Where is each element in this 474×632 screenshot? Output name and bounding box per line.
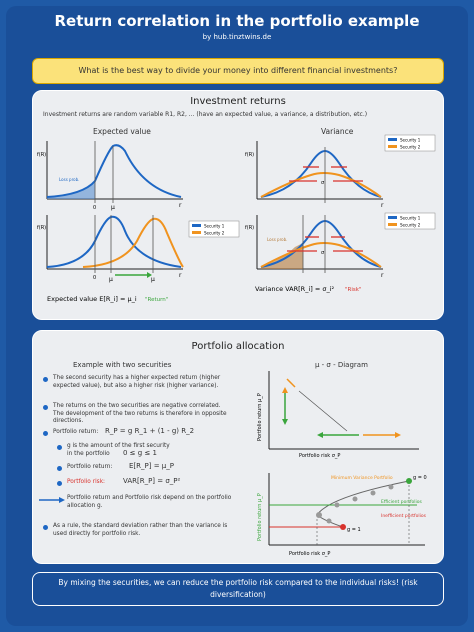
min-var-label: Minimum Variance Portfolio: [331, 475, 393, 481]
portfolio-return-formula: E[R_P] = μ_P: [129, 462, 174, 470]
legend-1: [188, 220, 240, 238]
arrow-note: Portfolio return and Portfolio risk depe…: [67, 495, 232, 509]
variance-formula: Variance VAR[R_i] = σ_i²: [255, 285, 335, 293]
bullet-2: The returns on the two securities are ne…: [53, 403, 227, 424]
loss-area: [47, 181, 95, 199]
expected-note: "Return": [145, 297, 168, 303]
mu-sigma-diagrams: Portfolio risk σ_P Portfolio return μ_P …: [257, 371, 427, 557]
x-label-r-2: r: [179, 272, 182, 279]
inefficient-label: Inefficient portfolios: [381, 513, 427, 519]
investment-returns-panel: Investment returns Investment returns ar…: [32, 90, 444, 320]
loss-prob-label-1: Loss prob.: [59, 177, 79, 182]
distribution-curve-1: [46, 144, 182, 198]
question-banner: What is the best way to divide your mone…: [32, 58, 444, 84]
variance-chart-2: [256, 215, 383, 273]
return-label: Portfolio return:: [53, 429, 99, 435]
x-label-r-4: r: [381, 272, 384, 279]
portfolio-risk-label: Portfolio risk:: [67, 479, 106, 485]
g-note-2: in the portfolio: [67, 451, 110, 457]
curve-security-1: [46, 215, 182, 268]
investment-intro: Investment returns are random variable R…: [43, 111, 368, 118]
loss-prob-label-2: Loss prob.: [267, 237, 287, 242]
bullet-dot-2: [43, 405, 48, 410]
sigma-label-1: σ: [321, 180, 325, 186]
example-title: Example with two securities: [73, 361, 172, 369]
return-formula: R_P = g R_1 + (1 - g) R_2: [105, 427, 195, 435]
bullet-dot-1: [43, 377, 48, 382]
legend-2-sec2: Security 2: [400, 145, 421, 150]
zero-label-2: 0: [93, 275, 96, 281]
x-label-r-1: r: [179, 202, 182, 209]
axis-x-lower: Portfolio risk σ_P: [289, 551, 330, 557]
variance-chart-1: [256, 141, 383, 203]
bullet-dot-3: [43, 431, 48, 436]
bullet-dot-7: [43, 525, 48, 530]
g0-label: g = 0: [413, 475, 427, 481]
investment-charts: f(R) r 0 μ Loss prob. f(R) r 0 μ μ Secur…: [37, 134, 436, 303]
legend-1-sec1: Security 1: [204, 224, 225, 229]
footer-note: By mixing the securities, we can reduce …: [32, 572, 444, 606]
portfolio-risk-formula: VAR[R_P] = σ_P²: [123, 477, 181, 485]
page-subtitle: by hub.tinztwins.de: [202, 33, 272, 41]
axis-y-lower: Portfolio return μ_P: [257, 493, 263, 541]
bullet-dot-6: [57, 481, 62, 486]
y-label-fr-1: f(R): [37, 152, 46, 158]
curve-security-2: [82, 217, 184, 268]
mu-label-1: μ: [111, 204, 115, 211]
legend-3-sec1: Security 1: [400, 216, 421, 221]
mu-label-3: μ: [151, 276, 155, 283]
diagram-title: μ - σ - Diagram: [315, 361, 368, 369]
g-range: 0 ≤ g ≤ 1: [123, 449, 157, 457]
expected-formula: Expected value E[R_i] = μ_i: [47, 295, 137, 303]
variance-note: "Risk": [345, 287, 361, 293]
bullet-dot-4: [57, 445, 62, 450]
portfolio-return-label: Portfolio return:: [67, 464, 113, 470]
std-note: As a rule, the standard deviation rather…: [53, 523, 228, 537]
g-note-1: g is the amount of the first security: [67, 443, 170, 449]
expected-value-title: Expected value: [93, 127, 151, 136]
sigma-label-2: σ: [321, 250, 325, 256]
bullet-dot-5: [57, 466, 62, 471]
mu-label-2: μ: [109, 276, 113, 283]
axis-y-upper: Portfolio return μ_P: [257, 393, 263, 441]
investment-returns-title: Investment returns: [190, 96, 286, 107]
legend-3-sec2: Security 2: [400, 223, 421, 228]
expected-value-chart-2: [46, 215, 184, 278]
expected-value-chart-1: [46, 141, 183, 203]
portfolio-allocation-title: Portfolio allocation: [191, 341, 285, 352]
axis-x-upper: Portfolio risk σ_P: [299, 453, 340, 459]
page-title: Return correlation in the portfolio exam…: [54, 12, 420, 30]
blue-arrow-icon: [39, 497, 65, 503]
efficient-label: Efficient portfolios: [381, 499, 423, 505]
zero-label-1: 0: [93, 205, 96, 211]
legend-2-sec1: Security 1: [400, 138, 421, 143]
variance-title: Variance: [321, 127, 354, 136]
bullet-1: The second security has a higher expecte…: [53, 375, 221, 389]
y-label-fr-2: f(R): [37, 225, 46, 231]
g1-label: g = 1: [347, 527, 361, 533]
x-label-r-3: r: [381, 202, 384, 209]
y-label-fr-3: f(R): [245, 152, 254, 158]
legend-3: [384, 212, 436, 230]
y-label-fr-4: f(R): [245, 225, 254, 231]
legend-2: [384, 134, 436, 152]
legend-1-sec2: Security 2: [204, 231, 225, 236]
portfolio-allocation-panel: Portfolio allocation Example with two se…: [32, 330, 444, 564]
